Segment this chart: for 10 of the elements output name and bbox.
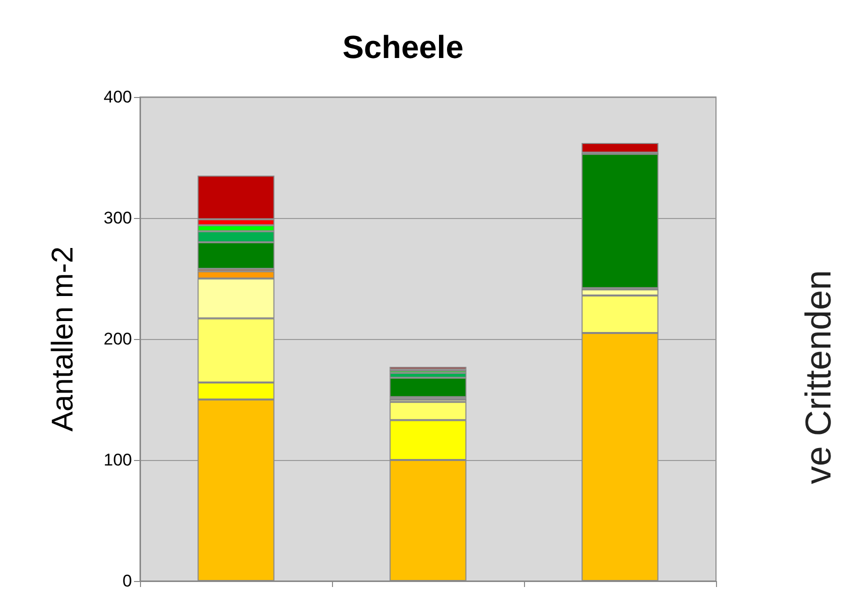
y-tick-label: 100 [104,450,132,470]
y-tick-label: 0 [122,572,132,590]
bar [582,142,658,153]
y-tick-label: 300 [104,208,132,228]
y-tick-label: 200 [104,330,132,348]
y-axis-title: Aantallen m-2 [46,246,80,432]
y2-axis-title: ve Crittenden [798,270,838,484]
y-tick-label: 400 [104,88,132,106]
bar [582,154,658,288]
chart-title: Scheele [342,29,464,65]
